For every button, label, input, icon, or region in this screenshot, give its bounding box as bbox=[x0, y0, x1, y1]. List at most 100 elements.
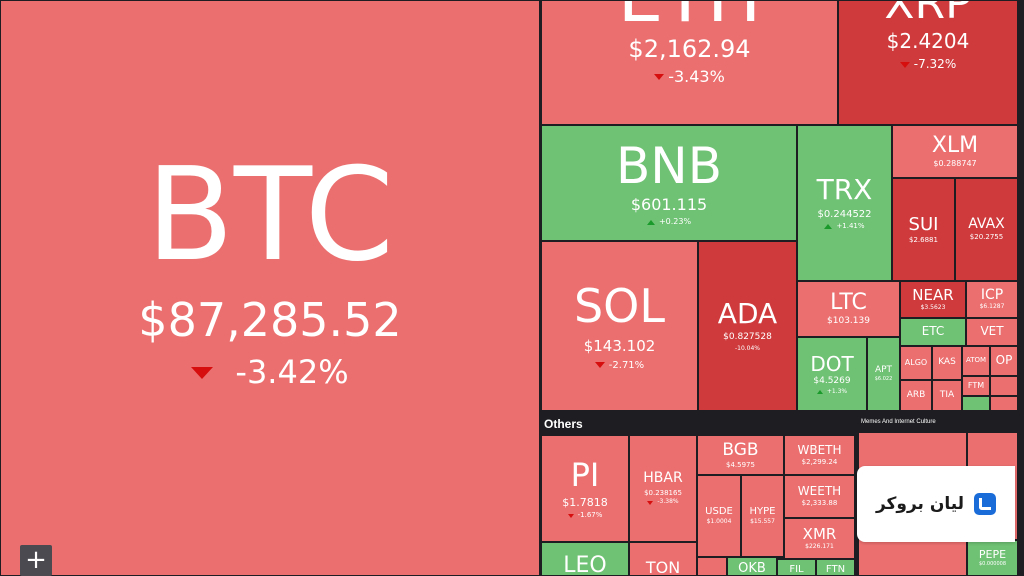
tile-symbol: TON bbox=[645, 558, 681, 576]
tile-small[interactable] bbox=[697, 557, 727, 576]
tile-change: -3.38% bbox=[647, 498, 679, 506]
tile-symbol: OP bbox=[995, 353, 1013, 368]
tile-symbol: NEAR bbox=[912, 286, 954, 305]
tile-atom[interactable]: ATOM bbox=[962, 346, 990, 376]
tile-avax[interactable]: AVAX $20.2755 bbox=[955, 178, 1018, 281]
tile-change: -1.67% bbox=[567, 510, 603, 520]
tile-price: $4.5269 bbox=[813, 375, 851, 386]
tile-wbeth[interactable]: WBETH $2,299.24 bbox=[784, 435, 855, 475]
down-arrow-icon bbox=[654, 74, 665, 81]
tile-hbar[interactable]: HBAR $0.238165 -3.38% bbox=[629, 435, 697, 542]
tile-price: $143.102 bbox=[583, 337, 656, 356]
tile-arb[interactable]: ARB bbox=[900, 380, 932, 411]
tile-symbol: WBETH bbox=[797, 442, 842, 457]
brand-watermark: لیان بروکر bbox=[857, 466, 1015, 542]
tile-price: $1.7818 bbox=[562, 495, 608, 509]
tile-symbol: TIA bbox=[939, 389, 955, 400]
tile-price: $6.1287 bbox=[979, 303, 1005, 311]
tile-price: $2.4204 bbox=[886, 29, 970, 54]
change-value: -3.38% bbox=[657, 498, 679, 506]
change-value: -7.32% bbox=[913, 57, 957, 72]
tile-ftn[interactable]: FTN bbox=[816, 559, 855, 576]
tile-small[interactable] bbox=[962, 396, 990, 411]
down-arrow-icon bbox=[567, 513, 574, 518]
tile-symbol: DOT bbox=[810, 351, 854, 376]
tile-hype[interactable]: HYPE $15.557 bbox=[741, 475, 784, 557]
tile-price: $0.288747 bbox=[933, 159, 977, 169]
tile-symbol: SUI bbox=[908, 213, 939, 235]
tile-symbol: USDE bbox=[705, 506, 733, 518]
tile-symbol: ATOM bbox=[965, 356, 987, 365]
tile-eth[interactable]: ETH $2,162.94 -3.43% bbox=[541, 0, 838, 125]
change-value: -2.71% bbox=[608, 359, 645, 371]
tile-bnb[interactable]: BNB $601.115 +0.23% bbox=[541, 125, 797, 241]
change-value: -1.67% bbox=[577, 510, 603, 519]
tile-symbol: HBAR bbox=[643, 470, 683, 487]
tile-dot[interactable]: DOT $4.5269 +1.3% bbox=[797, 337, 867, 411]
tile-kas[interactable]: KAS bbox=[932, 346, 962, 380]
tile-ton[interactable]: TON bbox=[629, 542, 697, 576]
tile-pepe[interactable]: PEPE $0.000008 bbox=[967, 540, 1018, 576]
tile-price: $1.0004 bbox=[706, 518, 732, 526]
tile-small[interactable] bbox=[990, 376, 1018, 396]
brand-logo-icon bbox=[974, 493, 997, 515]
tile-symbol: FIL bbox=[789, 564, 804, 575]
tile-change: +1.41% bbox=[824, 222, 865, 231]
tile-symbol: BTC bbox=[146, 140, 394, 290]
tile-price: $4.5975 bbox=[726, 460, 755, 469]
tile-change: -7.32% bbox=[899, 57, 957, 72]
tile-etc[interactable]: ETC bbox=[900, 318, 966, 346]
tile-btc[interactable]: BTC $87,285.52 -3.42% bbox=[0, 0, 540, 576]
tile-change: +0.23% bbox=[646, 217, 691, 227]
tile-symbol: LEO bbox=[563, 552, 607, 576]
tile-symbol: ETC bbox=[921, 324, 945, 339]
tile-symbol: ICP bbox=[980, 287, 1004, 303]
up-arrow-icon bbox=[646, 219, 655, 225]
tile-sol[interactable]: SOL $143.102 -2.71% bbox=[541, 241, 698, 411]
down-arrow-icon bbox=[191, 366, 214, 379]
tile-price: $601.115 bbox=[630, 195, 708, 215]
tile-ada[interactable]: ADA $0.827528 -10.04% bbox=[698, 241, 797, 411]
tile-op[interactable]: OP bbox=[990, 346, 1018, 376]
tile-price: $0.000008 bbox=[978, 560, 1007, 567]
tile-fil[interactable]: FIL bbox=[777, 559, 816, 576]
tile-xrp[interactable]: XRP $2.4204 -7.32% bbox=[838, 0, 1018, 125]
tile-ftm[interactable]: FTM bbox=[962, 376, 990, 396]
tile-small[interactable] bbox=[990, 396, 1018, 411]
tile-xmr[interactable]: XMR $226.171 bbox=[784, 518, 855, 559]
tile-ltc[interactable]: LTC $103.139 bbox=[797, 281, 900, 337]
tile-algo[interactable]: ALGO bbox=[900, 346, 932, 380]
tile-sui[interactable]: SUI $2.6881 bbox=[892, 178, 955, 281]
tile-change: -2.71% bbox=[594, 359, 645, 371]
tile-price: $103.139 bbox=[827, 316, 870, 327]
tile-okb[interactable]: OKB bbox=[727, 557, 777, 576]
tile-change: -10.04% bbox=[735, 345, 760, 353]
tile-xlm[interactable]: XLM $0.288747 bbox=[892, 125, 1018, 178]
tile-pi[interactable]: PI $1.7818 -1.67% bbox=[541, 435, 629, 542]
tile-symbol: SOL bbox=[573, 279, 666, 334]
tile-price: $226.171 bbox=[805, 543, 834, 551]
tile-price: $2,162.94 bbox=[628, 35, 751, 64]
tile-symbol: WEETH bbox=[797, 484, 842, 499]
tile-symbol: ADA bbox=[717, 297, 778, 331]
change-value: -3.42% bbox=[235, 353, 349, 392]
tile-usde[interactable]: USDE $1.0004 bbox=[697, 475, 741, 557]
tile-price: $2,333.88 bbox=[801, 499, 838, 508]
tile-vet[interactable]: VET bbox=[966, 318, 1018, 346]
tile-trx[interactable]: TRX $0.244522 +1.41% bbox=[797, 125, 892, 281]
tile-tia[interactable]: TIA bbox=[932, 380, 962, 411]
up-arrow-icon bbox=[824, 224, 833, 230]
zoom-in-button[interactable]: + bbox=[20, 545, 52, 576]
tile-bgb[interactable]: BGB $4.5975 bbox=[697, 435, 784, 475]
tile-price: $87,285.52 bbox=[138, 292, 402, 347]
tile-change: -3.43% bbox=[654, 68, 725, 86]
tile-price: $0.238165 bbox=[644, 488, 682, 497]
tile-icp[interactable]: ICP $6.1287 bbox=[966, 281, 1018, 318]
tile-price: $15.557 bbox=[750, 518, 775, 526]
tile-weeth[interactable]: WEETH $2,333.88 bbox=[784, 475, 855, 518]
tile-symbol: VET bbox=[980, 324, 1004, 339]
tile-leo[interactable]: LEO bbox=[541, 542, 629, 576]
tile-near[interactable]: NEAR $3.5623 bbox=[900, 281, 966, 318]
tile-symbol: ALGO bbox=[904, 357, 928, 367]
tile-apt[interactable]: APT $6.022 bbox=[867, 337, 900, 411]
